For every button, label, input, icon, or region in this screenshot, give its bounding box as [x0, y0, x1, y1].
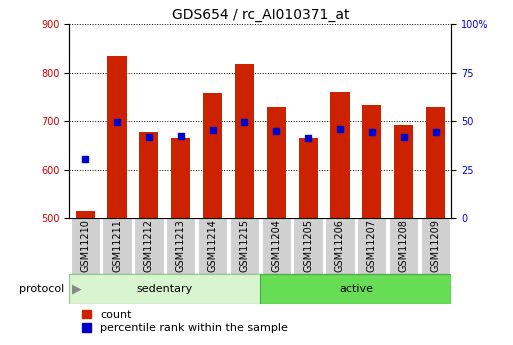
Bar — [267, 107, 286, 218]
FancyBboxPatch shape — [134, 218, 164, 274]
FancyBboxPatch shape — [389, 218, 418, 274]
FancyBboxPatch shape — [421, 218, 450, 274]
FancyBboxPatch shape — [325, 218, 354, 274]
FancyBboxPatch shape — [198, 218, 227, 274]
Title: GDS654 / rc_AI010371_at: GDS654 / rc_AI010371_at — [171, 8, 349, 22]
Bar — [108, 56, 127, 218]
Bar — [330, 92, 349, 218]
Text: GSM11211: GSM11211 — [112, 219, 122, 272]
Bar — [299, 138, 318, 218]
Bar — [75, 211, 95, 218]
FancyBboxPatch shape — [103, 218, 132, 274]
Text: GSM11210: GSM11210 — [80, 219, 90, 272]
Text: GSM11213: GSM11213 — [176, 219, 186, 272]
Bar — [203, 93, 222, 218]
Text: GSM11206: GSM11206 — [335, 219, 345, 272]
FancyBboxPatch shape — [293, 218, 323, 274]
Text: GSM11208: GSM11208 — [399, 219, 409, 272]
FancyBboxPatch shape — [357, 218, 386, 274]
Text: sedentary: sedentary — [136, 284, 193, 294]
Text: GSM11204: GSM11204 — [271, 219, 281, 272]
Text: protocol: protocol — [19, 284, 64, 294]
FancyBboxPatch shape — [69, 274, 261, 304]
Bar — [426, 107, 445, 218]
Text: GSM11207: GSM11207 — [367, 219, 377, 273]
Bar — [235, 64, 254, 218]
Text: GSM11205: GSM11205 — [303, 219, 313, 273]
FancyBboxPatch shape — [261, 274, 451, 304]
FancyBboxPatch shape — [230, 218, 259, 274]
Text: GSM11212: GSM11212 — [144, 219, 154, 273]
FancyBboxPatch shape — [70, 218, 100, 274]
Text: GSM11209: GSM11209 — [430, 219, 441, 272]
Bar — [171, 138, 190, 218]
Text: GSM11214: GSM11214 — [208, 219, 218, 272]
Text: active: active — [339, 284, 373, 294]
Bar — [140, 132, 159, 218]
FancyBboxPatch shape — [166, 218, 195, 274]
Bar — [394, 125, 413, 218]
FancyBboxPatch shape — [262, 218, 291, 274]
Text: GSM11215: GSM11215 — [240, 219, 249, 273]
Text: ▶: ▶ — [72, 283, 82, 295]
Legend: count, percentile rank within the sample: count, percentile rank within the sample — [83, 310, 288, 333]
Bar — [362, 105, 381, 218]
